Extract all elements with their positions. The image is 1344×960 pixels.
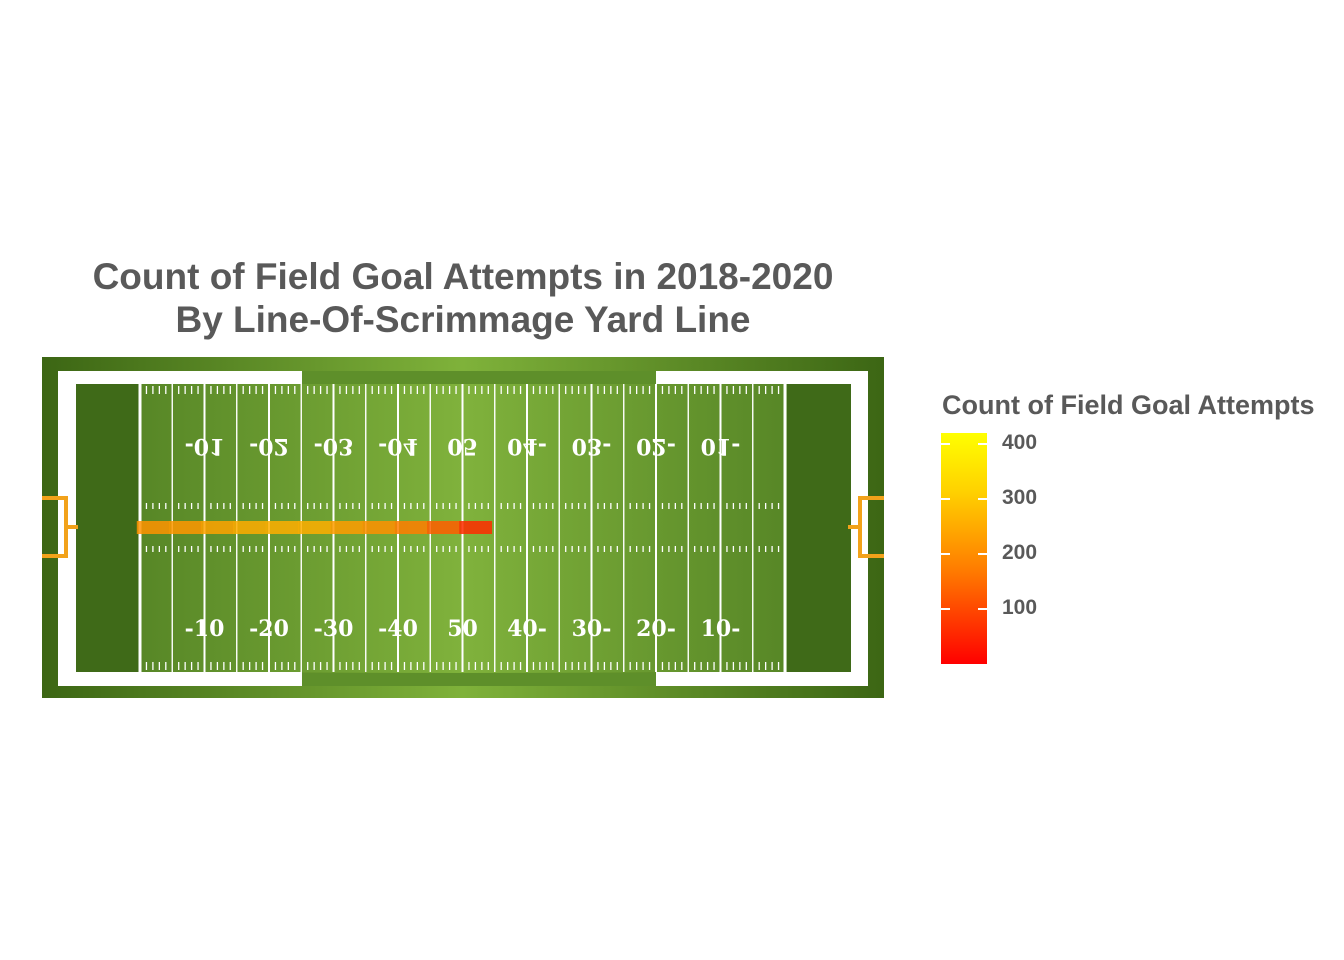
- chart-title-line1: Count of Field Goal Attempts in 2018-202…: [92, 256, 834, 297]
- legend-tick-label: 200: [1002, 541, 1038, 565]
- heat-cell: [136, 521, 170, 534]
- legend-tick-label: 100: [1002, 596, 1038, 620]
- goalpost-right-icon: [848, 496, 884, 558]
- field-number-bottom: -10: [185, 616, 225, 642]
- field-number-top: -02: [249, 433, 289, 459]
- field-number-bottom: -20: [249, 616, 289, 642]
- field-number-top: 05: [447, 433, 478, 459]
- legend-tick-mark: [941, 608, 950, 611]
- heat-cell: [330, 521, 364, 534]
- heat-cell: [201, 521, 235, 534]
- field-number-top: -04: [378, 433, 418, 459]
- field-border-middle-top: [302, 371, 656, 384]
- chart-title-line2: By Line-Of-Scrimmage Yard Line: [175, 299, 751, 340]
- field-number-bottom: 20-: [636, 616, 676, 642]
- legend-tick-mark: [978, 498, 987, 501]
- legend-tick-mark: [941, 443, 950, 446]
- legend-tick-mark: [941, 553, 950, 556]
- legend-color-bar: [941, 433, 987, 664]
- legend-tick-label: 400: [1002, 431, 1038, 455]
- legend-tick-mark: [941, 498, 950, 501]
- heat-cell: [265, 521, 299, 534]
- heat-cell: [394, 521, 428, 534]
- heat-cell: [459, 521, 493, 534]
- field-numbers-bottom: -10 -20 -30 -40 50 40- 30- 20- 10-: [185, 616, 741, 642]
- legend-tick-mark: [978, 608, 987, 611]
- hash-marks: [145, 386, 780, 670]
- endzone-left: [76, 384, 140, 672]
- field-number-bottom: 40-: [507, 616, 547, 642]
- field-number-top: -01: [185, 433, 225, 459]
- field-number-bottom: -40: [378, 616, 418, 642]
- field-number-top: 02-: [636, 433, 676, 459]
- field-numbers-top: -01 -02 -03 -04 05 04- 03- 02- 01-: [185, 433, 741, 459]
- heat-cell: [362, 521, 396, 534]
- field-number-top: -03: [314, 433, 354, 459]
- legend-tick-label: 300: [1002, 486, 1038, 510]
- field-number-bottom: 50: [447, 616, 478, 642]
- field-number-top: 01-: [701, 433, 741, 459]
- field-number-bottom: 10-: [701, 616, 741, 642]
- goalpost-left-icon: [42, 496, 78, 558]
- heat-cell: [169, 521, 202, 534]
- field-number-bottom: -30: [314, 616, 354, 642]
- field-number-top: 03-: [572, 433, 612, 459]
- field-number-top: 04-: [507, 433, 547, 459]
- heat-cell: [298, 521, 331, 534]
- legend-title: Count of Field Goal Attempts: [942, 390, 1315, 420]
- heat-cell: [427, 521, 460, 534]
- legend-tick-mark: [978, 553, 987, 556]
- heat-cell: [233, 521, 267, 534]
- field-border-middle-bottom: [302, 673, 656, 686]
- legend-tick-mark: [978, 443, 987, 446]
- heatmap-cells: [136, 521, 493, 534]
- field-number-bottom: 30-: [572, 616, 612, 642]
- endzone-right: [787, 384, 851, 672]
